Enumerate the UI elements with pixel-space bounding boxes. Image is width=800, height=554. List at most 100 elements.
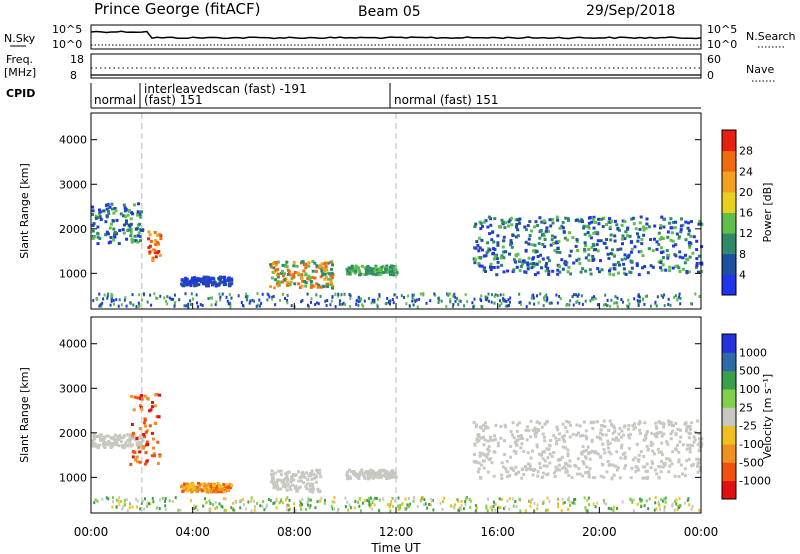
echo-mark (110, 202, 114, 206)
echo-mark (484, 421, 487, 425)
echo-mark (197, 481, 200, 485)
scatter-mark (202, 504, 205, 508)
echo-mark (223, 278, 226, 282)
colorbar-frame (721, 129, 737, 296)
echo-mark (127, 228, 131, 232)
scatter-mark (135, 305, 138, 309)
scatter-mark (153, 292, 156, 296)
echo-mark (372, 269, 376, 273)
echo-mark (536, 255, 540, 258)
scatter-mark (584, 506, 587, 510)
echo-mark (345, 474, 349, 478)
scatter-mark (609, 304, 612, 308)
echo-mark (658, 420, 661, 424)
echo-mark (587, 253, 591, 257)
echo-mark (108, 205, 112, 209)
echo-mark (293, 486, 297, 490)
echo-mark (608, 419, 612, 423)
echo-mark (204, 489, 208, 493)
scatter-mark (110, 295, 113, 299)
echo-mark (515, 223, 519, 226)
scatter-mark (389, 503, 392, 506)
echo-mark (607, 429, 611, 432)
echo-mark (563, 434, 566, 438)
echo-mark (149, 240, 153, 243)
echo-mark (315, 264, 319, 268)
scatter-mark (359, 299, 362, 303)
echo-mark (277, 272, 280, 276)
scatter-mark (616, 296, 619, 300)
x-tick-label: 20:00 (582, 525, 617, 539)
scatter-mark (457, 303, 460, 306)
echo-mark (132, 436, 136, 440)
scatter-mark (422, 503, 425, 507)
echo-mark (587, 216, 591, 220)
scatter-mark (168, 296, 171, 300)
echo-mark (97, 446, 100, 449)
scatter-mark (325, 304, 328, 307)
echo-mark (594, 248, 598, 251)
echo-mark (191, 276, 194, 280)
scatter-mark (155, 506, 158, 510)
echo-mark (119, 440, 123, 444)
echo-mark (622, 271, 626, 275)
echo-mark (285, 264, 289, 268)
echo-mark (635, 262, 639, 266)
echo-mark (655, 426, 659, 430)
scatter-mark (158, 498, 161, 502)
scatter-mark (360, 509, 362, 513)
echo-mark (487, 458, 491, 462)
echo-mark (512, 436, 516, 440)
echo-mark (97, 435, 101, 439)
scatter-mark (196, 508, 199, 512)
echo-mark (473, 443, 477, 447)
echo-mark (645, 432, 649, 436)
echo-mark (217, 484, 221, 488)
echo-mark (596, 452, 600, 456)
echo-mark (486, 241, 490, 245)
echo-mark (588, 451, 592, 455)
echo-mark (554, 465, 558, 469)
echo-mark (613, 234, 617, 238)
scatter-mark (633, 509, 636, 513)
scatter-mark (261, 292, 264, 296)
echo-mark (539, 229, 542, 233)
echo-mark (619, 456, 623, 460)
echo-mark (575, 258, 579, 262)
echo-mark (307, 264, 311, 268)
echo-mark (624, 272, 628, 276)
echo-mark (552, 451, 556, 455)
echo-mark (533, 429, 537, 433)
scatter-mark (101, 497, 104, 501)
echo-mark (148, 244, 152, 248)
scatter-mark (178, 298, 181, 302)
scatter-mark (572, 303, 575, 307)
echo-mark (271, 477, 275, 481)
echo-mark (599, 474, 603, 478)
echo-mark (611, 463, 615, 467)
scatter-mark (676, 297, 679, 301)
scatter-mark (411, 299, 414, 303)
scatter-mark (443, 496, 446, 500)
echo-mark (666, 235, 670, 239)
scatter-mark (218, 292, 221, 296)
scatter-mark (457, 499, 460, 503)
echo-mark (154, 255, 158, 259)
scatter-mark (449, 300, 452, 304)
scatter-mark (374, 496, 377, 500)
scatter-mark (218, 502, 221, 506)
echo-mark (607, 256, 611, 260)
scatter-mark (368, 505, 371, 509)
echo-mark (307, 274, 311, 278)
scatter-mark (378, 509, 381, 513)
echo-mark (480, 264, 484, 268)
echo-mark (549, 439, 553, 442)
echo-mark (584, 434, 588, 438)
scatter-mark (230, 506, 233, 510)
scatter-mark (232, 501, 235, 505)
echo-mark (158, 454, 162, 458)
scatter-mark (305, 508, 307, 511)
scatter-mark (545, 508, 547, 512)
echo-mark (507, 224, 510, 228)
scatter-mark (452, 294, 455, 298)
